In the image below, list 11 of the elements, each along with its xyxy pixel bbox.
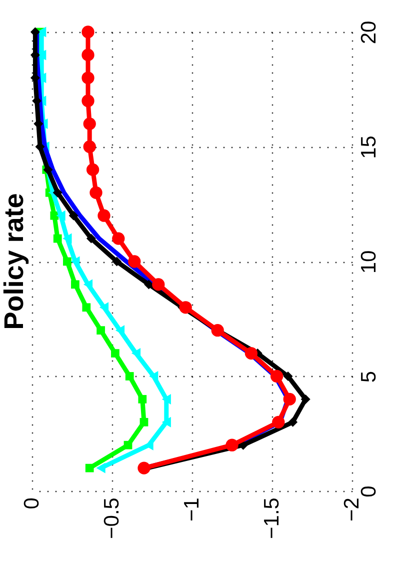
y-tick-label: 20 bbox=[358, 20, 380, 44]
text: Policy rate bbox=[0, 193, 29, 330]
y-tick-label: 15 bbox=[358, 136, 380, 159]
y-tick-label: 0 bbox=[358, 486, 380, 498]
y-tick-label: 5 bbox=[358, 370, 380, 383]
x-tick-label: 0 bbox=[20, 498, 44, 510]
x-tick-label: −1.5 bbox=[260, 498, 284, 539]
x-tick-label: −2 bbox=[340, 498, 364, 522]
y-tick-label: 10 bbox=[358, 250, 380, 274]
x-tick-label: −1 bbox=[180, 498, 204, 522]
x-tick-label: −0.5 bbox=[100, 498, 124, 539]
